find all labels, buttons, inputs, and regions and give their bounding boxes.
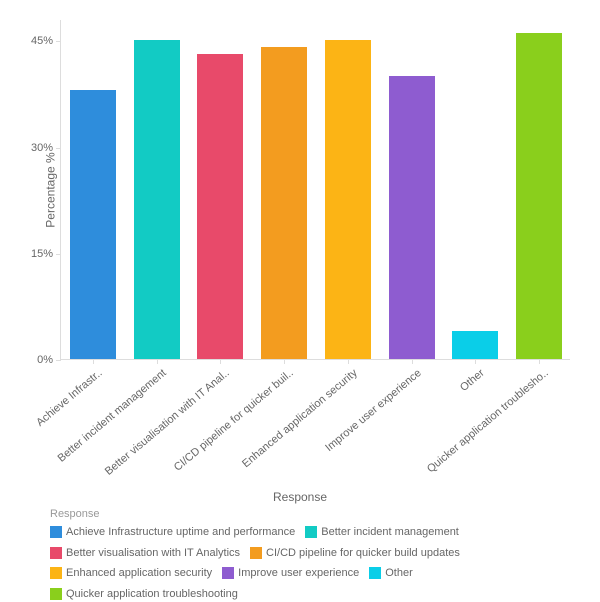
x-tick-mark [220,359,221,364]
legend: Response Achieve Infrastructure uptime a… [50,508,570,602]
y-axis-label: Percentage % [44,152,58,227]
legend-label: Improve user experience [238,565,359,582]
bar [261,47,307,359]
legend-label: Other [385,565,413,582]
bar [325,40,371,359]
legend-label: Better visualisation with IT Analytics [66,545,240,562]
legend-item: Other [369,565,413,582]
legend-swatch [50,588,62,600]
y-tick-mark [56,41,61,42]
x-tick-mark [475,359,476,364]
x-tick-mark [93,359,94,364]
legend-swatch [50,526,62,538]
y-tick-mark [56,254,61,255]
legend-title: Response [50,508,570,520]
legend-label: Enhanced application security [66,565,212,582]
y-tick-label: 0% [37,354,53,366]
legend-swatch [369,567,381,579]
x-tick-label: Better visualisation with IT Anal.. [103,367,232,478]
y-tick-label: 45% [31,35,53,47]
x-tick-mark [539,359,540,364]
y-tick-label: 30% [31,142,53,154]
x-axis-label: Response [273,490,327,504]
legend-item: Better visualisation with IT Analytics [50,545,240,562]
legend-swatch [250,547,262,559]
legend-item: Better incident management [305,524,459,541]
legend-item: CI/CD pipeline for quicker build updates [250,545,460,562]
x-tick-label: CI/CD pipeline for quicker buil.. [172,367,296,474]
x-tick-label: Enhanced application security [240,367,360,470]
x-tick-mark [284,359,285,364]
bar [516,33,562,359]
y-tick-label: 15% [31,248,53,260]
x-tick-label: Better incident management [55,367,168,465]
bar [389,76,435,359]
legend-swatch [50,547,62,559]
plot-area: Percentage % 0%15%30%45%Achieve Infrastr… [60,20,570,360]
legend-label: Better incident management [321,524,459,541]
legend-label: Achieve Infrastructure uptime and perfor… [66,524,295,541]
legend-item: Achieve Infrastructure uptime and perfor… [50,524,295,541]
x-tick-label: Other [458,367,487,394]
chart-container: Percentage % 0%15%30%45%Achieve Infrastr… [60,20,570,400]
x-tick-mark [348,359,349,364]
y-tick-mark [56,148,61,149]
legend-items: Achieve Infrastructure uptime and perfor… [50,524,570,602]
x-tick-label: Quicker application troublesho.. [425,367,551,475]
bar [70,90,116,359]
y-tick-mark [56,360,61,361]
legend-item: Enhanced application security [50,565,212,582]
x-tick-mark [157,359,158,364]
legend-swatch [50,567,62,579]
legend-label: CI/CD pipeline for quicker build updates [266,545,460,562]
x-tick-mark [412,359,413,364]
x-tick-label: Achieve Infrastr.. [34,367,104,429]
legend-item: Improve user experience [222,565,359,582]
bar [197,54,243,359]
legend-swatch [222,567,234,579]
legend-swatch [305,526,317,538]
bar [452,331,498,359]
bar [134,40,180,359]
